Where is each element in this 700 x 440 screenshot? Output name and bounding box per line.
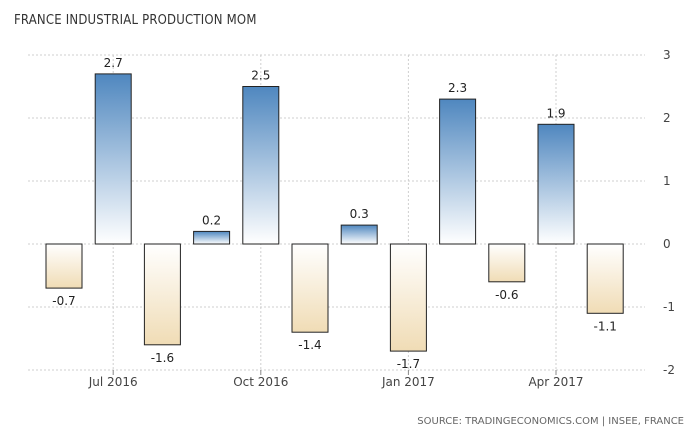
bar (586, 243, 624, 314)
data-label: -0.7 (52, 294, 75, 308)
chart-title: FRANCE INDUSTRIAL PRODUCTION MOM (14, 13, 257, 28)
data-label: 0.3 (350, 207, 369, 221)
y-tick-label: 3 (663, 48, 671, 62)
bar (193, 230, 231, 245)
data-label: -1.6 (151, 351, 174, 365)
x-tick-label: Jul 2016 (88, 375, 138, 389)
source-note: SOURCE: TRADINGECONOMICS.COM | INSEE, FR… (417, 416, 684, 427)
y-tick-label: 0 (663, 237, 671, 251)
bar (242, 86, 280, 245)
bar (439, 98, 477, 245)
x-tick-label: Apr 2017 (528, 375, 583, 389)
data-label: -0.6 (495, 288, 518, 302)
data-label: 2.7 (104, 56, 123, 70)
data-label: 2.5 (251, 69, 270, 83)
x-tick-label: Oct 2016 (233, 375, 288, 389)
data-label: 1.9 (546, 106, 565, 120)
x-tick-label: Jan 2017 (381, 375, 435, 389)
data-label: 0.2 (202, 213, 221, 227)
bar (537, 123, 575, 245)
bars-layer (45, 73, 624, 352)
data-label: 2.3 (448, 81, 467, 95)
data-label: -1.1 (593, 319, 616, 333)
y-tick-label: -2 (663, 363, 675, 377)
data-label: -1.7 (397, 357, 420, 371)
data-label: -1.4 (298, 338, 321, 352)
bar (45, 243, 83, 289)
bar (143, 243, 181, 346)
y-axis: 3 2 1 0 -1 -2 (663, 48, 675, 377)
bar (389, 243, 427, 352)
bar (94, 73, 132, 245)
y-tick-label: -1 (663, 300, 675, 314)
labels-layer: -0.7 2.7 -1.6 0.2 2.5 -1.4 0.3 -1.7 2.3 -0.6 1.9 -1… (52, 56, 617, 371)
bar (291, 243, 329, 333)
y-tick-label: 1 (663, 174, 671, 188)
bar (488, 243, 526, 283)
bar (340, 224, 378, 245)
x-axis: Jul 2016 Oct 2016 Jan 2017 Apr 2017 (88, 370, 584, 389)
y-tick-label: 2 (663, 111, 671, 125)
